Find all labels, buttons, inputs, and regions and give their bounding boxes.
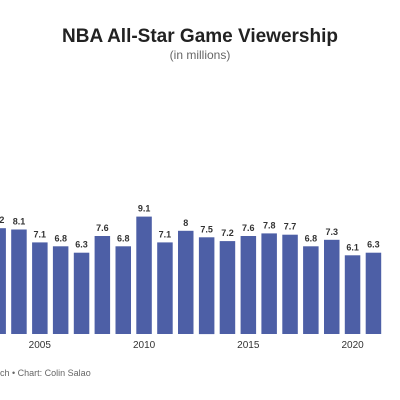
- bar-2016: [261, 233, 277, 334]
- bar-2019: [324, 239, 340, 334]
- data-label-2003: 8.2: [0, 215, 4, 225]
- chart-subtitle: (in millions): [169, 48, 231, 62]
- bar-2015: [240, 236, 257, 334]
- data-label-2017: 7.7: [284, 222, 297, 232]
- bar-2018: [303, 246, 319, 334]
- bar-2017: [282, 234, 298, 334]
- bar-2021: [365, 252, 382, 334]
- data-label-2012: 8: [183, 218, 188, 228]
- x-tick-label-2015: 2015: [237, 340, 260, 351]
- data-label-2006: 6.8: [54, 233, 67, 243]
- data-label-2008: 7.6: [96, 223, 109, 233]
- bar-2004: [11, 229, 27, 334]
- bar-2012: [178, 230, 194, 334]
- data-label-2011: 7.1: [159, 229, 172, 239]
- data-label-2004: 8.1: [13, 217, 26, 227]
- bar-2007: [73, 252, 90, 334]
- data-label-2021: 6.3: [367, 240, 380, 250]
- data-label-2016: 7.8: [263, 220, 276, 230]
- bar-2009: [115, 246, 131, 334]
- data-label-2009: 6.8: [117, 233, 130, 243]
- bar-2008: [94, 236, 111, 334]
- data-label-2007: 6.3: [75, 240, 88, 250]
- bar-2011: [157, 242, 173, 334]
- data-label-2005: 7.1: [34, 229, 47, 239]
- x-tick-label-2005: 2005: [29, 340, 52, 351]
- chart-title: NBA All-Star Game Viewership: [62, 26, 338, 47]
- x-tick-label-2010: 2010: [133, 340, 156, 351]
- data-label-2018: 6.8: [305, 233, 318, 243]
- bar-2006: [52, 246, 69, 334]
- bar-2010: [136, 216, 152, 334]
- data-label-2014: 7.2: [221, 228, 234, 238]
- data-label-2010: 9.1: [138, 204, 151, 214]
- bar-2013: [198, 237, 215, 335]
- data-label-2019: 7.3: [325, 227, 338, 237]
- bar-2005: [32, 242, 48, 334]
- data-label-2015: 7.6: [242, 223, 255, 233]
- x-tick-label-2020: 2020: [341, 340, 364, 351]
- data-label-2020: 6.1: [346, 242, 359, 252]
- bar-2014: [219, 241, 236, 334]
- data-label-2013: 7.5: [200, 224, 213, 234]
- bar-2020: [344, 255, 361, 334]
- source-credit: ch • Chart: Colin Salao: [0, 368, 91, 378]
- bar-2003: [0, 228, 6, 334]
